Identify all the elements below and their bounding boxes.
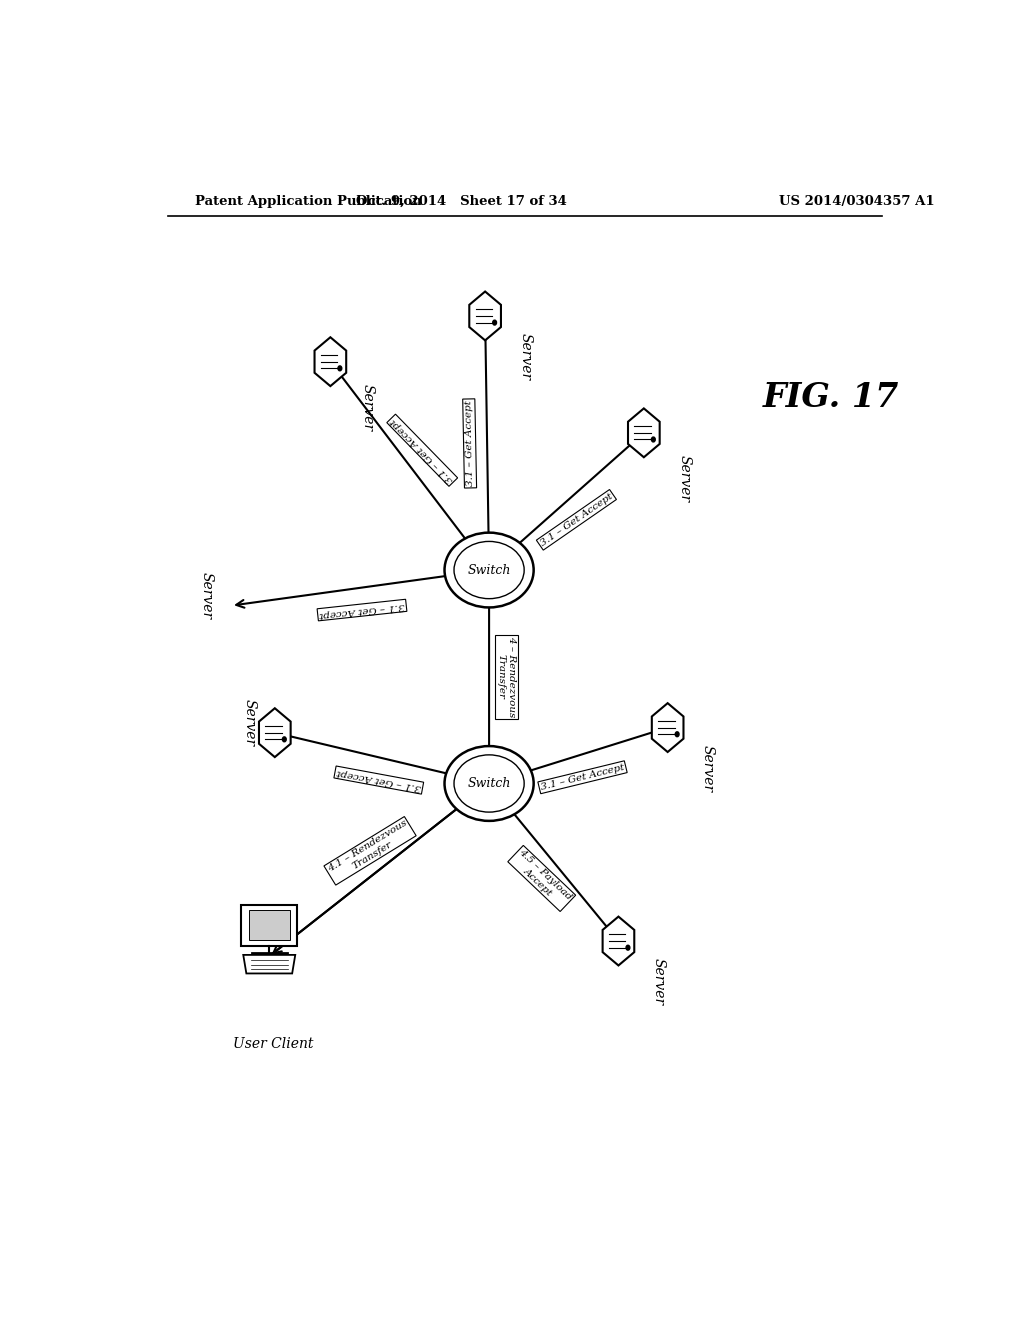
Text: US 2014/0304357 A1: US 2014/0304357 A1 <box>778 194 934 207</box>
Text: 3.1 – Get Accept: 3.1 – Get Accept <box>539 491 614 548</box>
Text: User Client: User Client <box>233 1036 313 1051</box>
Text: Server: Server <box>677 455 691 502</box>
Polygon shape <box>314 337 346 387</box>
Text: 4.1 – Rendezvous
Transfer: 4.1 – Rendezvous Transfer <box>326 818 414 883</box>
Ellipse shape <box>454 541 524 599</box>
Text: Server: Server <box>200 572 213 619</box>
Text: FIG. 17: FIG. 17 <box>763 380 899 413</box>
Text: 3.1 – Get Accept: 3.1 – Get Accept <box>318 601 406 619</box>
Text: 3.1 – Get Accept: 3.1 – Get Accept <box>389 416 456 484</box>
Polygon shape <box>652 704 683 752</box>
Text: Server: Server <box>360 384 375 432</box>
Circle shape <box>338 366 342 371</box>
Circle shape <box>651 437 655 442</box>
Text: 3.1 – Get Accept: 3.1 – Get Accept <box>464 400 475 487</box>
Ellipse shape <box>444 746 534 821</box>
Polygon shape <box>602 916 634 965</box>
Text: Patent Application Publication: Patent Application Publication <box>196 194 422 207</box>
Ellipse shape <box>444 533 534 607</box>
Text: Server: Server <box>518 333 532 380</box>
Polygon shape <box>469 292 501 341</box>
Circle shape <box>283 737 287 742</box>
Circle shape <box>675 731 679 737</box>
Text: 3.1 – Get Accept: 3.1 – Get Accept <box>540 763 626 792</box>
Ellipse shape <box>454 755 524 812</box>
Text: 4 – Rendezvous
Transfer: 4 – Rendezvous Transfer <box>497 636 516 718</box>
Text: 4.5 – Payload
Accept: 4.5 – Payload Accept <box>510 847 573 909</box>
Text: Server: Server <box>243 698 257 746</box>
Text: Switch: Switch <box>467 777 511 789</box>
Circle shape <box>493 321 497 325</box>
Text: Server: Server <box>701 744 715 792</box>
Text: Switch: Switch <box>467 564 511 577</box>
Text: Server: Server <box>652 958 666 1006</box>
Polygon shape <box>242 904 297 946</box>
Polygon shape <box>259 709 291 758</box>
Text: Oct. 9, 2014   Sheet 17 of 34: Oct. 9, 2014 Sheet 17 of 34 <box>356 194 566 207</box>
Polygon shape <box>249 909 290 940</box>
Text: 3 – Get Accept: 3 – Get Accept <box>335 828 404 875</box>
Text: 3.1 – Get Accept: 3.1 – Get Accept <box>336 768 422 792</box>
Polygon shape <box>628 408 659 457</box>
Polygon shape <box>244 954 295 973</box>
Circle shape <box>626 945 630 950</box>
